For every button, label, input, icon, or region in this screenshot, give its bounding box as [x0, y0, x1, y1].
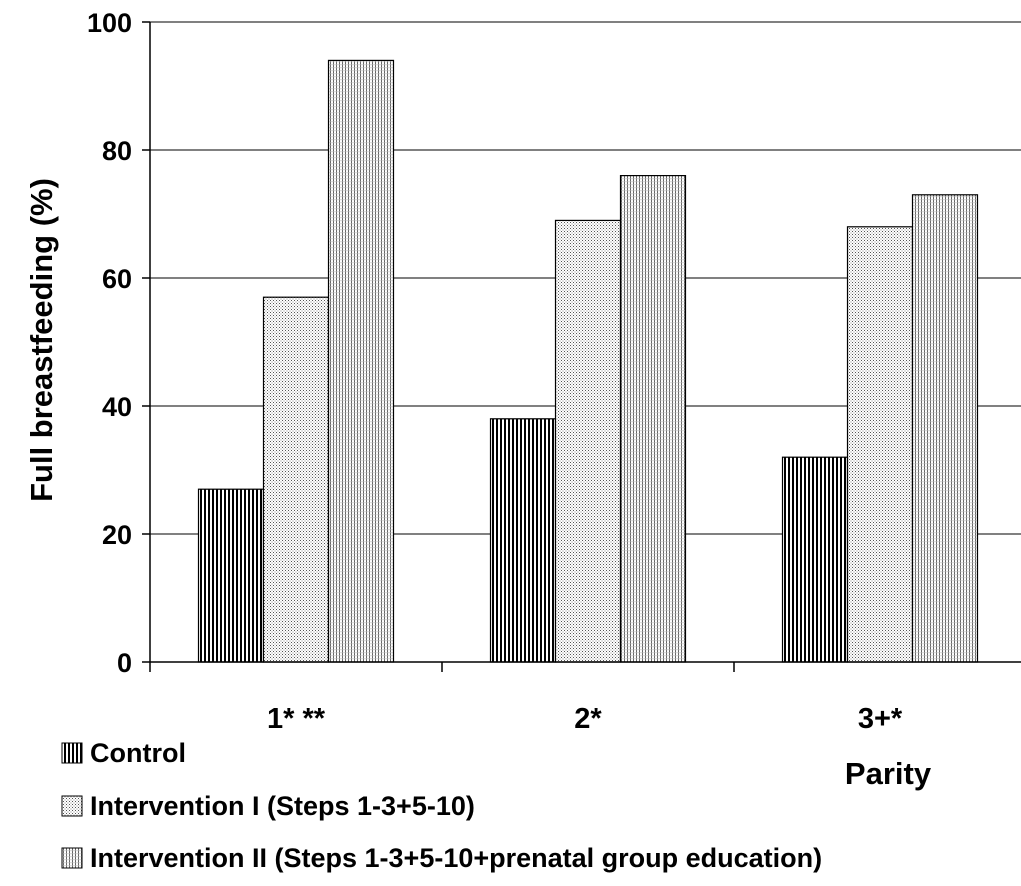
- bar: [197, 488, 265, 663]
- y-tick-label: 40: [102, 392, 132, 422]
- legend-label: Intervention I (Steps 1-3+5-10): [90, 791, 475, 821]
- x-tick-label: 2*: [574, 703, 602, 735]
- legend-label: Intervention II (Steps 1-3+5-10+prenatal…: [90, 843, 822, 873]
- axes: [142, 21, 1021, 672]
- y-tick-label: 100: [87, 8, 132, 38]
- bar: [846, 226, 914, 663]
- legend-swatch: [61, 847, 83, 869]
- x-axis-title: Parity: [845, 756, 932, 791]
- y-axis-title: Full breastfeeding (%): [24, 178, 59, 502]
- x-tick-label: 3+*: [858, 703, 903, 735]
- y-tick-label: 0: [117, 648, 132, 678]
- bar: [619, 175, 687, 663]
- tick-labels: 0 20 40 60 80 100 1* ** 2* 3+*: [87, 8, 903, 735]
- legend-label: Control: [90, 738, 186, 768]
- bar: [262, 296, 330, 663]
- legend: Control Intervention I (Steps 1-3+5-10) In…: [61, 738, 822, 873]
- bar: [489, 418, 557, 663]
- y-tick-label: 80: [102, 136, 132, 166]
- bar: [327, 59, 395, 663]
- y-tick-label: 20: [102, 520, 132, 550]
- bars: [197, 59, 979, 663]
- bar: [781, 456, 849, 663]
- x-tick-label: 1* **: [267, 703, 326, 735]
- y-tick-label: 60: [102, 264, 132, 294]
- legend-swatch: [61, 795, 83, 817]
- legend-swatch: [61, 742, 83, 764]
- bar: [554, 219, 622, 663]
- bar: [911, 194, 979, 663]
